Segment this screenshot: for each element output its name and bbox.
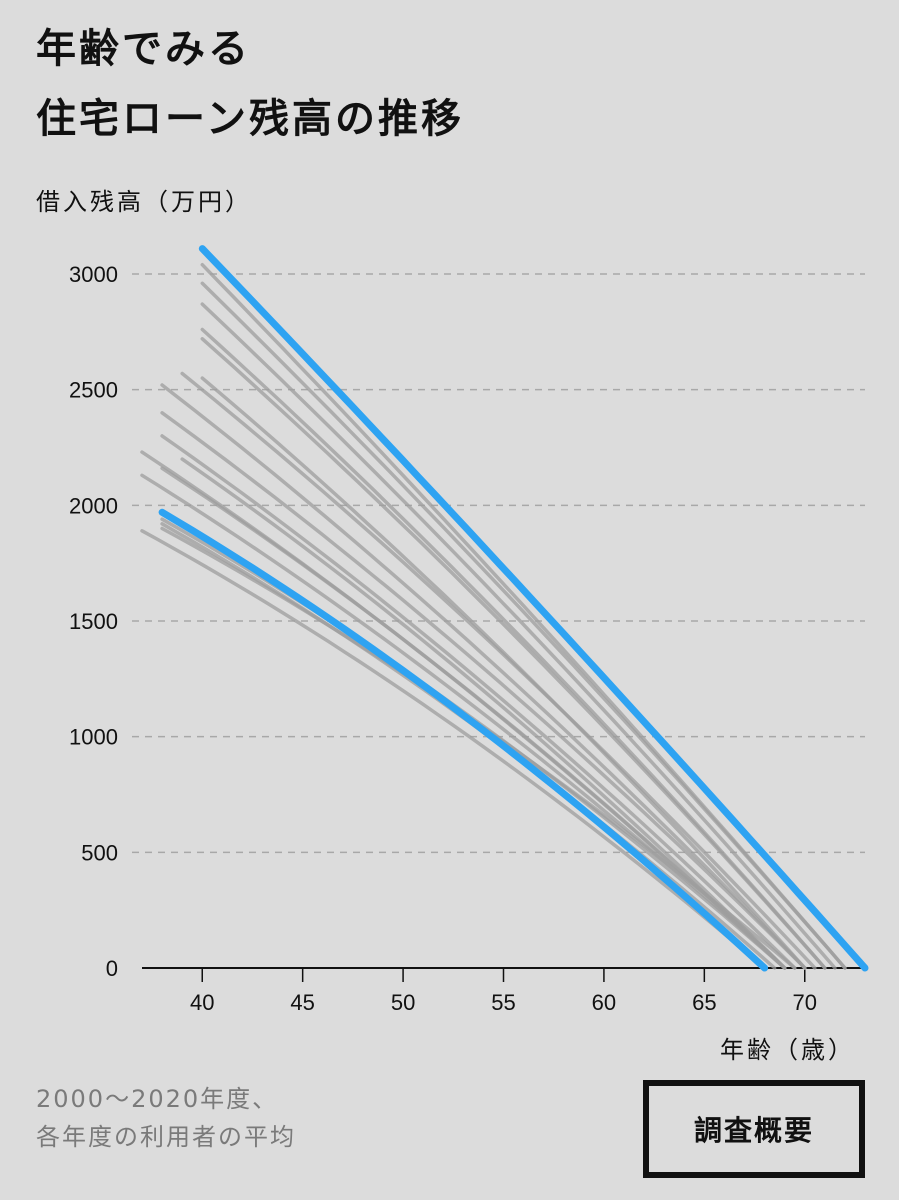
y-axis-label: 借入残高（万円） (36, 188, 252, 216)
y-tick-label-2500: 2500 (69, 378, 118, 403)
y-tick-label-3000: 3000 (69, 262, 118, 287)
y-tick-label-1500: 1500 (69, 609, 118, 634)
data-note: 2000〜2020年度、 各年度の利用者の平均 (36, 1080, 296, 1156)
series-line-other-8 (160, 383, 807, 970)
series-line-highlight-2 (158, 508, 769, 972)
line-chart: 0 500 1000 1500 2000 2500 3000 40 45 50 55 60 65 70 年齢… (69, 245, 869, 1064)
survey-overview-button[interactable]: 調査概要 (643, 1080, 865, 1178)
series-line-other-7 (200, 376, 807, 970)
series-line-other-1 (200, 262, 847, 970)
data-note-line-1: 2000〜2020年度、 (36, 1085, 279, 1113)
y-tick-label-2000: 2000 (69, 493, 118, 518)
series-line-other-17 (140, 529, 767, 970)
chart-title-line-1: 年齢でみる (36, 26, 251, 72)
x-tick-label-60: 60 (592, 990, 616, 1015)
y-tick-label-0: 0 (106, 956, 118, 981)
series-line-highlight-1 (198, 245, 869, 972)
series-line-other-12 (180, 457, 787, 970)
y-tick-label-1000: 1000 (69, 725, 118, 750)
y-tick-label-500: 500 (81, 840, 118, 865)
x-tick-label-45: 45 (290, 990, 314, 1015)
x-tick-label-70: 70 (793, 990, 817, 1015)
x-tick-label-65: 65 (692, 990, 716, 1015)
series-line-other-13 (160, 466, 787, 970)
series-line-other-9 (160, 411, 807, 970)
x-tick-label-55: 55 (491, 990, 515, 1015)
x-axis-label: 年齢（歳） (720, 1036, 855, 1064)
series-line-other-10 (160, 434, 797, 970)
chart-title-line-2: 住宅ローン残高の推移 (36, 96, 464, 142)
series-line-other-3 (200, 302, 837, 970)
series-line-other-2 (200, 281, 847, 970)
data-note-line-2: 各年度の利用者の平均 (36, 1123, 296, 1151)
series-line-other-5 (200, 337, 827, 970)
x-tick-label-40: 40 (190, 990, 214, 1015)
x-tick-label-50: 50 (391, 990, 415, 1015)
chart-title: 年齢でみる 住宅ローン残高の推移 (36, 14, 464, 154)
